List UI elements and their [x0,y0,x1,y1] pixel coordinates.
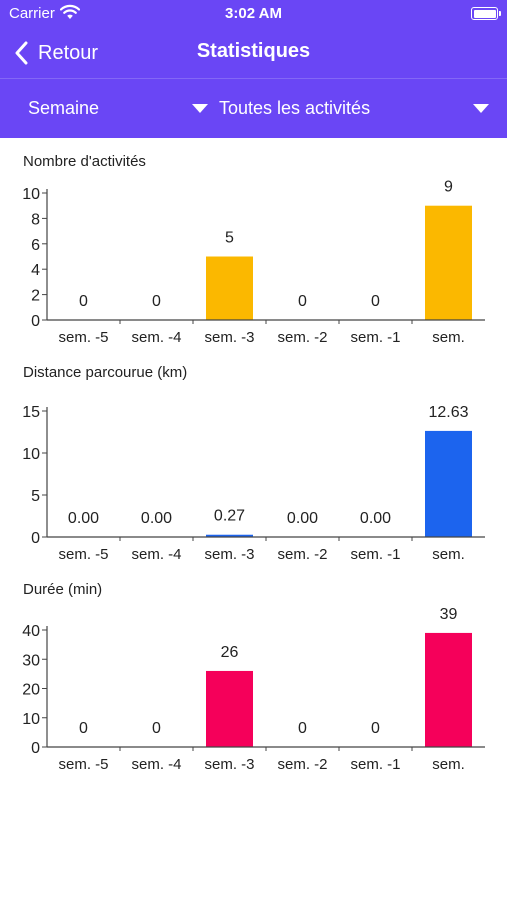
distance-chart: Distance parcourue (km) 0 5 10 15 0.00 sem. -… [0,364,507,564]
y-tick-label: 15 [22,404,40,421]
x-category-label: sem. -5 [58,756,108,773]
app-header: Carrier 3:02 AM Retour Statistiques Sema… [0,0,507,138]
bar [206,534,253,537]
y-tick-label: 30 [22,652,40,669]
chart-title: Distance parcourue (km) [23,364,188,381]
y-tick-label: 10 [22,446,40,463]
bar-value-label: 39 [440,606,458,623]
bar-value-label: 0 [152,293,161,310]
x-category-label: sem. -5 [58,329,108,346]
filter-bar: Semaine Toutes les activités [0,80,507,136]
bar [206,670,253,747]
y-tick-label: 6 [31,237,40,254]
y-tick-label: 4 [31,262,40,279]
activity-dropdown-label: Toutes les activités [219,97,371,118]
bar-value-label: 0.27 [214,508,245,525]
bar-value-label: 0.00 [68,510,99,527]
bar-value-label: 0.00 [141,510,172,527]
x-category-label: sem. [432,546,465,563]
battery-icon [471,7,501,20]
x-category-label: sem. -3 [204,546,254,563]
x-category-label: sem. -2 [277,756,327,773]
x-category-label: sem. -5 [58,546,108,563]
carrier-label: Carrier [9,5,55,22]
bar-value-label: 0 [79,293,88,310]
activities-count-chart-svg: 0 2 4 6 8 10 0 sem. -5 0 sem. -4 5 sem. -3 0 sem. -2 0… [22,179,485,346]
bar-value-label: 0.00 [360,510,391,527]
y-tick-label: 0 [31,313,40,330]
bar-value-label: 0 [79,720,88,737]
bar-value-label: 0 [298,720,307,737]
bar-value-label: 0 [152,720,161,737]
y-tick-label: 0 [31,530,40,547]
header-divider [0,78,507,79]
status-bar: Carrier 3:02 AM [0,0,507,28]
y-tick-label: 10 [22,711,40,728]
chart-title: Durée (min) [23,581,103,598]
y-tick-label: 5 [31,488,40,505]
distance-chart-svg: 0 5 10 15 0.00 sem. -5 0.00 sem. -4 0.27 sem. -3 0… [22,404,485,563]
x-category-label: sem. -2 [277,546,327,563]
bar-value-label: 26 [221,644,239,661]
y-tick-label: 8 [31,211,40,228]
back-button[interactable]: Retour [14,38,98,68]
chevron-left-icon [15,41,28,65]
x-category-label: sem. -4 [131,756,181,773]
activity-dropdown[interactable]: Toutes les activités [219,80,489,136]
bar [425,632,472,747]
y-tick-label: 40 [22,623,40,640]
bar-value-label: 0 [371,293,380,310]
x-category-label: sem. -1 [350,546,400,563]
dropdown-triangle-icon [473,103,489,113]
bar [425,430,472,537]
bar-value-label: 0 [298,293,307,310]
back-button-label: Retour [38,41,99,64]
bar [206,256,253,320]
x-category-label: sem. -4 [131,329,181,346]
wifi-icon [59,4,81,24]
x-category-label: sem. -1 [350,329,400,346]
chart-title: Nombre d'activités [23,153,146,170]
y-tick-label: 2 [31,288,40,305]
bar-value-label: 0.00 [287,510,318,527]
duration-chart-svg: 0 10 20 30 40 0 sem. -5 0 sem. -4 26 sem. -3 0 sem. … [22,606,485,773]
period-dropdown[interactable]: Semaine [28,80,208,136]
bar-value-label: 5 [225,230,234,247]
bar-value-label: 12.63 [428,404,468,421]
x-category-label: sem. -2 [277,329,327,346]
navigation-bar: Retour Statistiques [0,30,507,76]
y-tick-label: 0 [31,740,40,757]
duration-chart: Durée (min) 0 10 20 30 40 0 sem. -5 0 sem. -4 26 s… [0,581,507,781]
status-time: 3:02 AM [225,5,282,22]
x-category-label: sem. -1 [350,756,400,773]
activities-count-chart: Nombre d'activités 0 2 4 6 8 10 0 sem. -5 0 sem. … [0,153,507,353]
period-dropdown-label: Semaine [28,97,100,118]
x-category-label: sem. -4 [131,546,181,563]
x-category-label: sem. -3 [204,329,254,346]
y-tick-label: 20 [22,682,40,699]
y-tick-label: 10 [22,186,40,203]
dropdown-triangle-icon [192,103,208,113]
bar [425,205,472,320]
x-category-label: sem. [432,329,465,346]
x-category-label: sem. [432,756,465,773]
bar-value-label: 9 [444,179,453,196]
bar-value-label: 0 [371,720,380,737]
x-category-label: sem. -3 [204,756,254,773]
